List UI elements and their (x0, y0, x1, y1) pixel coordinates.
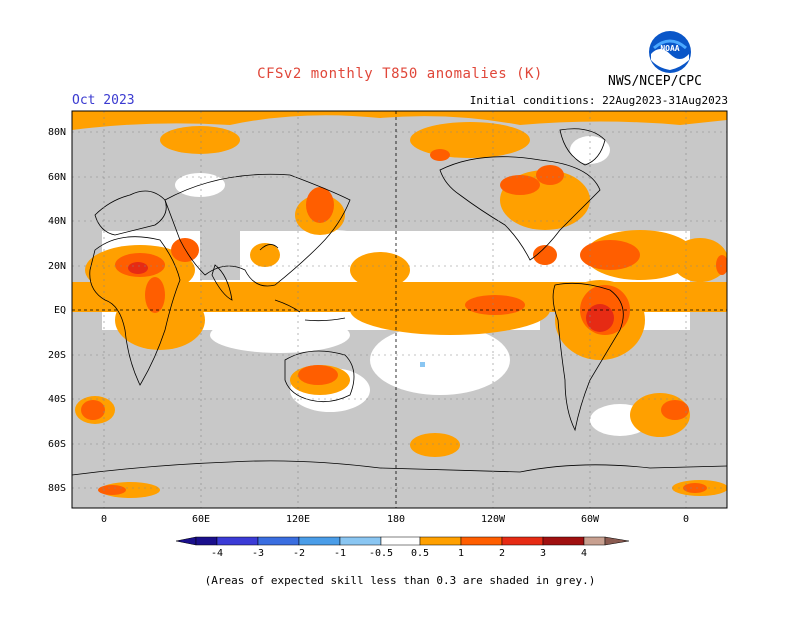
lat-axis: 80N 60N 40N 20N EQ 20S 40S 60S 80S (48, 127, 66, 494)
colorbar-segment (216, 536, 259, 546)
coastlines (72, 128, 727, 476)
lon-label: 180 (387, 514, 405, 525)
lat-label: 60S (48, 439, 66, 450)
equator-dateline (72, 111, 727, 508)
lat-label: 80S (48, 483, 66, 494)
noaa-logo: NOAA (649, 31, 691, 73)
lat-label: 20S (48, 350, 66, 361)
colorbar-segment (501, 536, 544, 546)
colorbar-segment (339, 536, 382, 546)
colorbar (175, 536, 630, 546)
colorbar-tick: 3 (540, 548, 546, 559)
anomaly-blue (420, 362, 425, 367)
lon-axis: 0 60E 120E 180 120W 60W 0 (101, 514, 689, 525)
anomaly-red (128, 262, 614, 332)
agency-label: NWS/NCEP/CPC (608, 74, 702, 89)
forecast-month: Oct 2023 (72, 93, 135, 108)
colorbar-segment (419, 536, 462, 546)
lat-label: 20N (48, 261, 66, 272)
lat-label: 80N (48, 127, 66, 138)
initial-conditions: Initial conditions: 22Aug2023-31Aug2023 (469, 94, 728, 107)
colorbar-tick: -0.5 (369, 548, 393, 559)
colorbar-right-arrow (604, 536, 630, 546)
colorbar-tick: -4 (211, 548, 223, 559)
gridlines (72, 111, 727, 508)
lon-label: 0 (101, 514, 107, 525)
chart-title: CFSv2 monthly T850 anomalies (K) (257, 66, 543, 82)
colorbar-segment (583, 536, 606, 546)
colorbar-segment (460, 536, 503, 546)
colorbar-tick: -1 (334, 548, 346, 559)
colorbar-tick: 0.5 (411, 548, 429, 559)
lon-label: 60W (581, 514, 600, 525)
lat-label: EQ (54, 305, 66, 316)
lon-label: 60E (192, 514, 210, 525)
colorbar-tick: 4 (581, 548, 587, 559)
colorbar-tick: 2 (499, 548, 505, 559)
lon-label: 0 (683, 514, 689, 525)
colorbar-segment (195, 536, 218, 546)
lon-label: 120W (481, 514, 506, 525)
colorbar-left-arrow (175, 536, 197, 546)
colorbar-segment (542, 536, 585, 546)
lon-label: 120E (286, 514, 310, 525)
colorbar-segment (298, 536, 341, 546)
lat-label: 60N (48, 172, 66, 183)
map-frame (71, 110, 728, 509)
colorbar-segment (380, 536, 421, 546)
logo-text: NOAA (660, 44, 679, 53)
colorbar-tick: -3 (252, 548, 264, 559)
colorbar-segment (257, 536, 300, 546)
colorbar-labels: -4 -3 -2 -1 -0.5 0.5 1 2 3 4 (211, 548, 587, 559)
lat-label: 40S (48, 394, 66, 405)
skill-footnote: (Areas of expected skill less than 0.3 a… (204, 574, 596, 587)
colorbar-tick: 1 (458, 548, 464, 559)
colorbar-tick: -2 (293, 548, 305, 559)
lat-label: 40N (48, 216, 66, 227)
